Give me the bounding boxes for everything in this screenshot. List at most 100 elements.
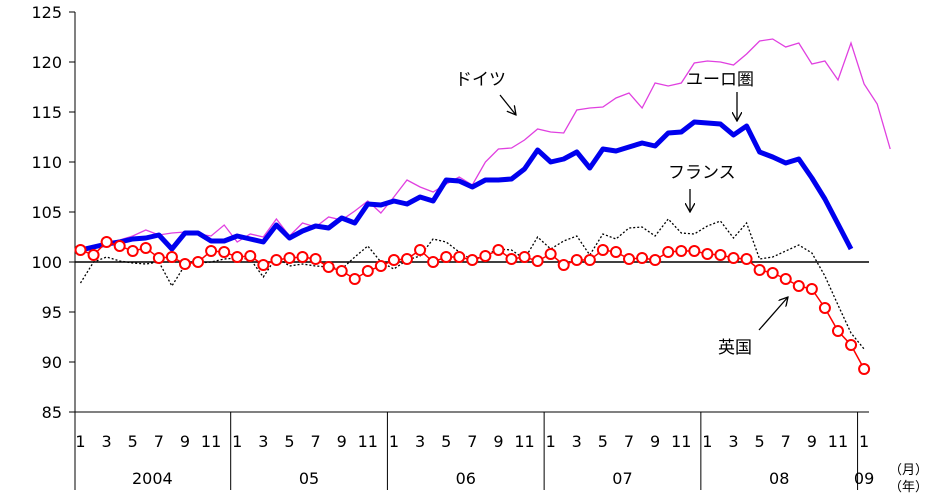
unit-year-label: （年） [889, 480, 928, 495]
series-layer [74, 38, 891, 375]
y-tick-label: 85 [42, 403, 62, 422]
annotation-france: フランス [668, 163, 736, 183]
x-month-label: 1 [859, 432, 869, 451]
y-tick-label: 90 [42, 353, 62, 372]
x-month-label: 9 [807, 432, 817, 451]
uk-point [165, 251, 178, 263]
uk-point [374, 260, 387, 272]
uk-point [858, 363, 871, 375]
uk-point [126, 245, 139, 257]
x-month-label: 11 [358, 432, 378, 451]
uk-point [505, 253, 518, 265]
uk-point [845, 339, 858, 351]
uk-point [296, 251, 309, 263]
uk-point [714, 249, 727, 261]
series-line-germany [80, 38, 891, 253]
uk-point [531, 255, 544, 267]
uk-point [244, 250, 257, 262]
uk-point [805, 283, 818, 295]
uk-point [544, 248, 557, 260]
y-tick-label: 125 [31, 3, 62, 22]
uk-point [361, 265, 374, 277]
x-month-label: 1 [75, 432, 85, 451]
x-month-label: 7 [310, 432, 320, 451]
uk-point [466, 254, 479, 266]
uk-point [831, 325, 844, 337]
uk-point [740, 253, 753, 265]
x-month-label: 5 [441, 432, 451, 451]
uk-point [557, 259, 570, 271]
annotation-uk: 英国 [718, 338, 752, 358]
x-month-label: 1 [232, 432, 242, 451]
x-month-label: 7 [467, 432, 477, 451]
uk-point [322, 261, 335, 273]
y-tick-label: 110 [31, 153, 62, 172]
uk-point [818, 302, 831, 314]
uk-point [636, 252, 649, 264]
uk-point [387, 254, 400, 266]
uk-point [453, 251, 466, 263]
annotation-layer: ドイツ ユーロ圏 フランス 英国 [455, 70, 788, 358]
x-month-label: 5 [755, 432, 765, 451]
x-month-label: 7 [154, 432, 164, 451]
x-month-label: 11 [514, 432, 534, 451]
x-month-label: 7 [624, 432, 634, 451]
uk-point [87, 249, 100, 261]
uk-point [427, 256, 440, 268]
x-month-label: 7 [781, 432, 791, 451]
uk-point [348, 273, 361, 285]
uk-point [609, 246, 622, 258]
uk-point [688, 245, 701, 257]
y-tick-label: 105 [31, 203, 62, 222]
uk-point [309, 253, 322, 265]
uk-point [779, 273, 792, 285]
x-year-label: 05 [299, 469, 319, 488]
uk-point [479, 250, 492, 262]
uk-point [152, 252, 165, 264]
arrow-uk [758, 297, 788, 331]
x-year-label: 07 [612, 469, 632, 488]
x-month-label: 5 [128, 432, 138, 451]
x-month-label: 3 [258, 432, 268, 451]
x-month-label: 9 [180, 432, 190, 451]
uk-point [74, 244, 87, 256]
uk-point [492, 244, 505, 256]
uk-point [178, 258, 191, 270]
uk-point [440, 251, 453, 263]
uk-point [583, 254, 596, 266]
x-month-label: 3 [728, 432, 738, 451]
uk-point [792, 280, 805, 292]
x-month-label: 1 [546, 432, 556, 451]
uk-point [753, 264, 766, 276]
x-month-label: 9 [337, 432, 347, 451]
series-line-euro-area [79, 119, 854, 253]
uk-point [570, 254, 583, 266]
uk-point [675, 245, 688, 257]
x-month-label: 3 [572, 432, 582, 451]
uk-point [623, 253, 636, 265]
x-month-label: 3 [102, 432, 112, 451]
uk-point [727, 252, 740, 264]
uk-point [100, 236, 113, 248]
x-month-label: 5 [598, 432, 608, 451]
uk-point [139, 242, 152, 254]
x-year-label: 06 [456, 469, 476, 488]
uk-point [701, 248, 714, 260]
uk-point [766, 267, 779, 279]
uk-point [649, 254, 662, 266]
x-month-label: 9 [650, 432, 660, 451]
uk-point [205, 245, 218, 257]
annotation-euro-area: ユーロ圏 [686, 70, 754, 90]
x-month-label: 1 [702, 432, 712, 451]
x-year-label: 09 [854, 469, 874, 488]
uk-point [401, 253, 413, 265]
uk-point [270, 254, 283, 266]
unit-month-label: （月） [889, 463, 928, 478]
y-tick-label: 100 [31, 253, 62, 272]
uk-point [518, 251, 531, 263]
uk-point [283, 252, 296, 264]
series-line-france [79, 217, 865, 350]
x-month-label: 11 [201, 432, 221, 451]
y-tick-label: 115 [31, 103, 62, 122]
